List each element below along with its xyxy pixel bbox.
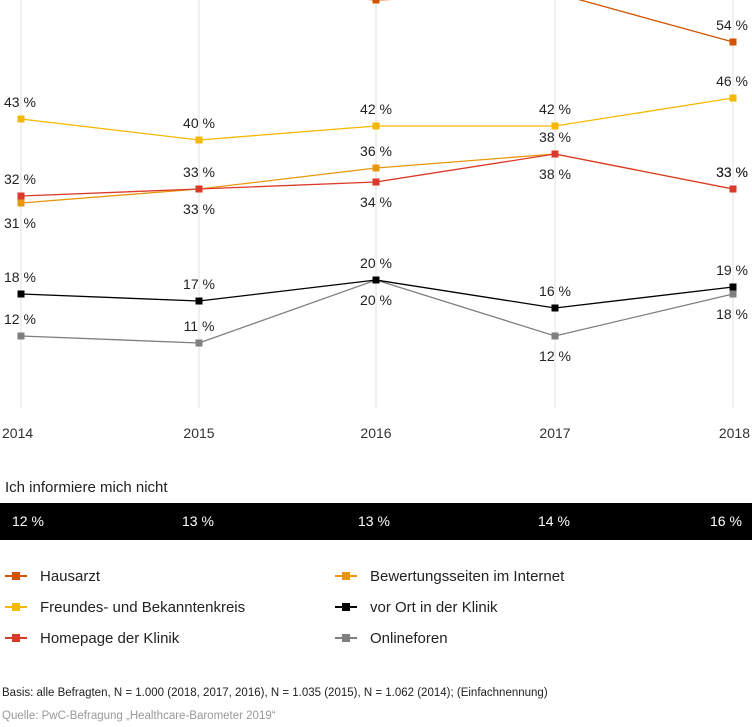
- data-label: 33 %: [716, 164, 748, 180]
- data-point: [195, 136, 203, 144]
- data-label: 31 %: [4, 215, 36, 231]
- data-label: 18 %: [716, 306, 748, 322]
- legend-swatch-hausarzt: [5, 570, 27, 582]
- data-label: 42 %: [539, 101, 571, 117]
- nicht-informieren-bar: 12 % 13 % 13 % 14 % 16 %: [0, 503, 752, 540]
- nicht-informieren-title: Ich informiere mich nicht: [5, 479, 168, 496]
- nicht-value-2014: 12 %: [12, 513, 44, 529]
- legend-item-bewertungsseiten: Bewertungsseiten im Internet: [335, 566, 564, 586]
- legend-label: Homepage der Klinik: [40, 629, 180, 647]
- data-label: 54 %: [716, 17, 748, 33]
- data-point: [729, 290, 737, 298]
- series-line-5: [20, 279, 734, 344]
- legend-item-freundeskreis: Freundes- und Bekanntenkreis: [5, 597, 245, 617]
- data-label: 18 %: [4, 269, 36, 285]
- data-label: 16 %: [539, 283, 571, 299]
- data-point: [17, 332, 25, 340]
- data-label: 38 %: [539, 166, 571, 182]
- x-tick-label: 2015: [183, 425, 214, 441]
- nicht-value-2017: 14 %: [538, 513, 570, 529]
- data-point: [195, 297, 203, 305]
- data-point: [551, 304, 559, 312]
- x-tick-label: 2017: [539, 425, 570, 441]
- x-tick-label: 2018: [719, 425, 750, 441]
- data-label: 38 %: [539, 129, 571, 145]
- legend-label: Bewertungsseiten im Internet: [370, 567, 565, 585]
- data-point: [372, 164, 380, 172]
- data-point: [551, 150, 559, 158]
- legend-item-hausarzt: Hausarzt: [5, 566, 100, 586]
- legend-swatch-vor-ort: [335, 601, 357, 613]
- data-label: 34 %: [360, 194, 392, 210]
- data-label: 33 %: [183, 201, 215, 217]
- data-point: [17, 290, 25, 298]
- legend-swatch-freundeskreis: [5, 601, 27, 613]
- legend-item-onlineforen: Onlineforen: [335, 628, 448, 648]
- nicht-value-2015: 13 %: [182, 513, 214, 529]
- data-point: [729, 283, 737, 291]
- nicht-value-2018: 16 %: [710, 513, 742, 529]
- data-label: 43 %: [4, 94, 36, 110]
- data-label: 11 %: [184, 318, 215, 334]
- data-point: [17, 192, 25, 200]
- data-label: 42 %: [360, 101, 392, 117]
- legend-label: vor Ort in der Klinik: [370, 598, 498, 616]
- data-point: [17, 115, 25, 123]
- data-label: 12 %: [4, 311, 36, 327]
- data-point: [17, 199, 25, 207]
- series-line-0: [367, 0, 734, 43]
- data-point: [372, 276, 380, 284]
- data-point: [372, 0, 380, 4]
- data-point: [372, 122, 380, 130]
- legend-label: Hausarzt: [40, 567, 101, 585]
- data-label: 32 %: [4, 171, 36, 187]
- data-point: [729, 38, 737, 46]
- data-point: [551, 332, 559, 340]
- data-label: 46 %: [716, 73, 748, 89]
- data-point: [372, 178, 380, 186]
- data-label: 20 %: [360, 292, 392, 308]
- data-label: 33 %: [183, 164, 215, 180]
- data-point: [729, 94, 737, 102]
- x-tick-label: 2016: [360, 425, 391, 441]
- data-label: 12 %: [539, 348, 571, 364]
- legend-item-homepage: Homepage der Klinik: [5, 628, 179, 648]
- data-point: [195, 185, 203, 193]
- data-point: [195, 339, 203, 347]
- legend-label: Freundes- und Bekanntenkreis: [40, 598, 246, 616]
- legend-swatch-homepage: [5, 632, 27, 644]
- data-label: 40 %: [183, 115, 215, 131]
- nicht-value-2016: 13 %: [358, 513, 390, 529]
- data-label: 17 %: [183, 276, 215, 292]
- x-tick-label: 2014: [2, 425, 33, 441]
- legend-swatch-onlineforen: [335, 632, 357, 644]
- data-label: 20 %: [360, 255, 392, 271]
- legend-item-vor-ort: vor Ort in der Klinik: [335, 597, 498, 617]
- data-label: 19 %: [716, 262, 748, 278]
- data-point: [729, 185, 737, 193]
- source-note: Quelle: PwC-Befragung „Healthcare-Barome…: [2, 710, 276, 722]
- legend-swatch-bewertungsseiten: [335, 570, 357, 582]
- data-point: [551, 122, 559, 130]
- data-label: 36 %: [360, 143, 392, 159]
- data-label: 33 %: [716, 164, 748, 180]
- series-line-2: [20, 153, 734, 197]
- basis-note: Basis: alle Befragten, N = 1.000 (2018, …: [2, 687, 548, 699]
- legend-label: Onlineforen: [370, 629, 448, 647]
- line-chart: 2014201520162017201863 %62 %60 %61 %54 %…: [2, 0, 750, 441]
